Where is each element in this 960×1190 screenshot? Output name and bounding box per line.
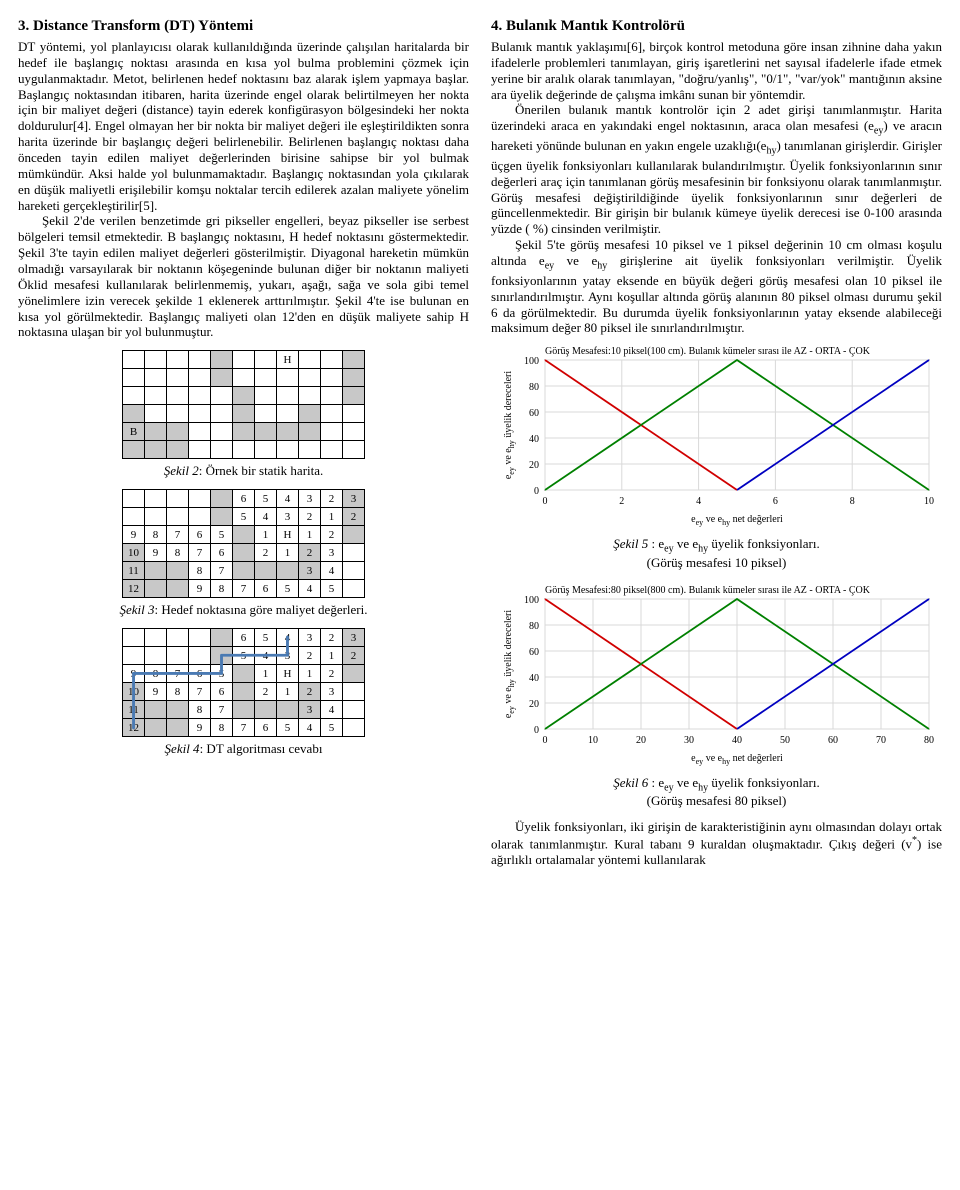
svg-text:0: 0 [542, 735, 547, 746]
section-3-title: 3. Distance Transform (DT) Yöntemi [18, 18, 469, 35]
figure-6-chart: 0 10 20 30 40 50 60 70 80 0 20 40 60 80 100 Görüş Mesaf… [491, 581, 942, 771]
svg-text:0: 0 [534, 486, 539, 497]
figure-2-caption: Şekil 2: Örnek bir statik harita. [18, 463, 469, 479]
svg-text:10: 10 [924, 496, 934, 507]
svg-text:Görüş Mesafesi:80 piksel(800 c: Görüş Mesafesi:80 piksel(800 cm). Bulanı… [545, 585, 871, 596]
figure-3-caption: Şekil 3: Hedef noktasına göre maliyet de… [18, 602, 469, 618]
svg-text:6: 6 [772, 496, 777, 507]
svg-text:100: 100 [524, 356, 539, 367]
figure-3-grid: 654323543212987651H121098762123118734129… [18, 489, 469, 598]
svg-text:0: 0 [542, 496, 547, 507]
svg-text:0: 0 [534, 725, 539, 736]
right-para-2: Önerilen bulanık mantık kontrolör için 2… [491, 102, 942, 237]
svg-text:50: 50 [780, 735, 790, 746]
section-4-title: 4. Bulanık Mantık Kontrolörü [491, 18, 942, 35]
right-para-3: Şekil 5'te görüş mesafesi 10 piksel ve 1… [491, 237, 942, 336]
svg-text:eey ve ehy net değerleri: eey ve ehy net değerleri [691, 753, 783, 766]
svg-text:Görüş Mesafesi:10 piksel(100 c: Görüş Mesafesi:10 piksel(100 cm). Bulanı… [545, 346, 871, 357]
svg-text:eey ve ehy üyelik dereceleri: eey ve ehy üyelik dereceleri [503, 609, 516, 718]
svg-text:60: 60 [828, 735, 838, 746]
svg-text:2: 2 [619, 496, 624, 507]
svg-text:80: 80 [924, 735, 934, 746]
svg-text:40: 40 [529, 434, 539, 445]
svg-text:60: 60 [529, 647, 539, 658]
left-para-2: Şekil 2'de verilen benzetimde gri piksel… [18, 213, 469, 340]
svg-text:20: 20 [529, 699, 539, 710]
figure-4-grid: 654323543212987651H121098762123118734129… [18, 628, 469, 737]
svg-text:20: 20 [636, 735, 646, 746]
svg-text:10: 10 [588, 735, 598, 746]
svg-text:60: 60 [529, 408, 539, 419]
svg-text:eey ve ehy net değerleri: eey ve ehy net değerleri [691, 514, 783, 527]
svg-text:30: 30 [684, 735, 694, 746]
svg-text:70: 70 [876, 735, 886, 746]
svg-text:40: 40 [529, 673, 539, 684]
svg-text:8: 8 [849, 496, 854, 507]
right-para-4: Üyelik fonksiyonları, iki girişin de kar… [491, 819, 942, 868]
svg-text:40: 40 [732, 735, 742, 746]
right-column: 4. Bulanık Mantık Kontrolörü Bulanık man… [491, 18, 942, 868]
figure-5-caption: Şekil 5 : eey ve ehy üyelik fonksiyonlar… [491, 536, 942, 571]
svg-text:80: 80 [529, 621, 539, 632]
svg-text:eey ve ehy üyelik dereceleri: eey ve ehy üyelik dereceleri [503, 371, 516, 480]
figure-5-chart: 0246810020406080100Görüş Mesafesi:10 pik… [491, 342, 942, 532]
svg-text:20: 20 [529, 460, 539, 471]
figure-6-caption: Şekil 6 : eey ve ehy üyelik fonksiyonlar… [491, 775, 942, 810]
page: 3. Distance Transform (DT) Yöntemi DT yö… [18, 18, 942, 868]
left-column: 3. Distance Transform (DT) Yöntemi DT yö… [18, 18, 469, 868]
figure-4-caption: Şekil 4: DT algoritması cevabı [18, 741, 469, 757]
svg-text:100: 100 [524, 595, 539, 606]
figure-2-grid: HB [18, 350, 469, 459]
right-para-1: Bulanık mantık yaklaşımı[6], birçok kont… [491, 39, 942, 102]
svg-text:80: 80 [529, 382, 539, 393]
svg-text:4: 4 [696, 496, 701, 507]
left-para-1: DT yöntemi, yol planlayıcısı olarak kull… [18, 39, 469, 213]
